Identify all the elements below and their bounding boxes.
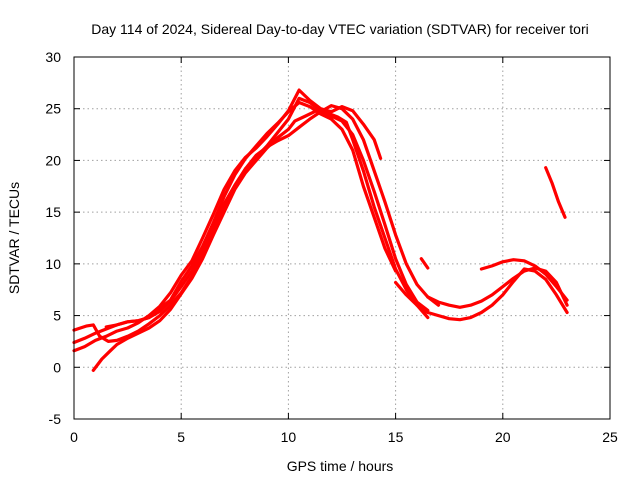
plot-frame bbox=[73, 56, 611, 420]
x-tick-label: 10 bbox=[281, 429, 297, 445]
series-line-track-9 bbox=[544, 166, 567, 219]
y-tick-label: 25 bbox=[45, 101, 61, 117]
y-tick-label: 30 bbox=[45, 49, 61, 65]
grid bbox=[74, 57, 610, 419]
x-tick-label: 0 bbox=[70, 429, 78, 445]
series-line-track-6 bbox=[394, 267, 569, 322]
series-line-track-3 bbox=[91, 109, 430, 372]
axis-ticks: 0 5 10 15 20 25 -5 0 5 10 15 20 25 30 bbox=[45, 49, 618, 445]
series-line-track-7 bbox=[426, 266, 569, 309]
x-tick-label: 25 bbox=[602, 429, 618, 445]
y-tick-label: 20 bbox=[45, 152, 61, 168]
y-tick-label: -5 bbox=[49, 411, 62, 427]
series-line-track-10 bbox=[419, 257, 430, 270]
series-line-track-5 bbox=[104, 100, 398, 329]
series-line-track-8 bbox=[479, 258, 569, 302]
x-tick-label: 5 bbox=[177, 429, 185, 445]
y-tick-label: 5 bbox=[53, 308, 61, 324]
x-axis-label: GPS time / hours bbox=[287, 458, 394, 474]
y-tick-label: 15 bbox=[45, 204, 61, 220]
series-line-track-4 bbox=[72, 103, 441, 343]
series-group bbox=[72, 88, 569, 372]
x-tick-label: 15 bbox=[388, 429, 404, 445]
chart-title: Day 114 of 2024, Sidereal Day-to-day VTE… bbox=[91, 21, 588, 37]
x-tick-label: 20 bbox=[495, 429, 511, 445]
y-axis-label: SDTVAR / TECUs bbox=[6, 182, 22, 294]
series-line-track-1 bbox=[72, 88, 383, 353]
y-tick-label: 0 bbox=[53, 359, 61, 375]
y-tick-label: 10 bbox=[45, 256, 61, 272]
